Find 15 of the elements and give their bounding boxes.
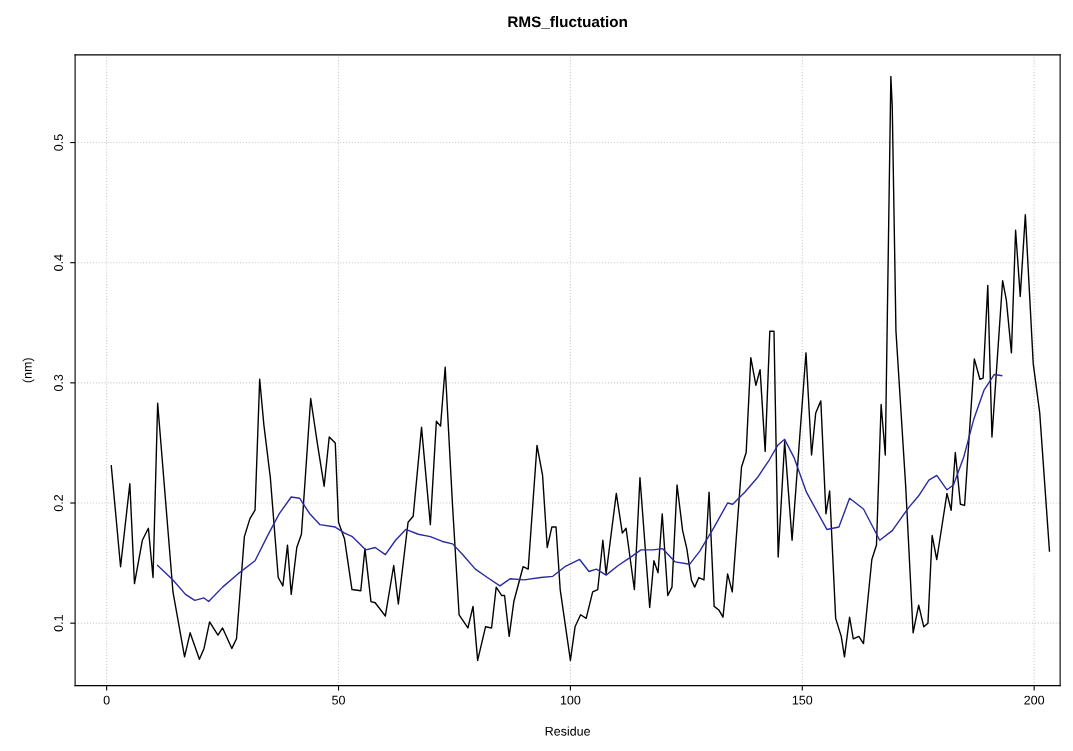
line-series [156,373,1003,603]
y-axis-title: (nm) [22,358,35,383]
line-series [110,75,1051,662]
x-tick-label: 100 [560,695,581,705]
y-tick-label: 0.5 [54,134,63,151]
x-tick-label: 0 [103,695,110,705]
x-tick-label: 200 [1024,695,1045,705]
x-axis-title: Residue [545,726,590,736]
y-tick-label: 0.3 [54,374,63,392]
x-tick-label: 50 [332,695,345,705]
x-tick-label: 150 [792,695,813,705]
y-tick-label: 0.4 [54,254,63,271]
y-tick-label: 0.1 [54,615,63,632]
chart-title: RMS_fluctuation [508,15,627,29]
y-tick-label: 0.2 [54,494,63,512]
